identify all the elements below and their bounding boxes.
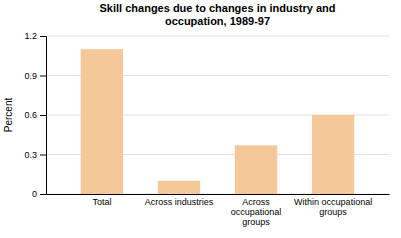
tick-label: Across industries [145,197,214,207]
tick-mark [40,115,46,116]
title: Skill changes due to changes in industry… [100,2,336,27]
x-axis: Total Across industries Acrossoccupational… [47,195,390,228]
grid [46,36,389,194]
tick-mark [40,36,46,37]
tick: Across industries [145,197,214,207]
grid-line [46,36,389,37]
tick: 0.3 [24,150,46,160]
tick: 1.2 [24,31,46,41]
y-axis-title: Percent [3,98,14,133]
tick: 0.9 [24,71,46,81]
tick-label: Total [92,197,111,207]
tick: 0.6 [24,110,46,120]
tick-label: 0 [32,189,37,199]
chart: 0 0.3 0.6 0.9 1.2 Total Across industries Acros… [0,0,401,238]
axis-line [40,37,47,195]
bar [81,49,123,194]
tick: Within occupationalgroups [294,197,372,217]
tick-label: 0.3 [24,150,37,160]
tick: Acrossoccupationalgroups [231,197,282,227]
tick-label: 1.2 [24,31,37,41]
tick-mark [40,194,46,195]
bar [158,181,200,194]
tick-label: 0.6 [24,110,37,120]
tick: 0 [32,189,46,199]
y-axis: 0 0.3 0.6 0.9 1.2 [24,31,46,199]
tick-mark [40,155,46,156]
tick-label: Acrossoccupationalgroups [231,197,282,227]
tick-mark [40,76,46,77]
bars [81,49,355,194]
tick: Total [92,197,111,207]
tick-label: 0.9 [24,71,37,81]
tick-label: Within occupationalgroups [294,197,372,217]
axis-line [47,194,390,195]
bar [235,145,277,194]
bar [312,115,354,194]
plot: 0 0.3 0.6 0.9 1.2 Total Across industries Acros… [24,31,389,227]
